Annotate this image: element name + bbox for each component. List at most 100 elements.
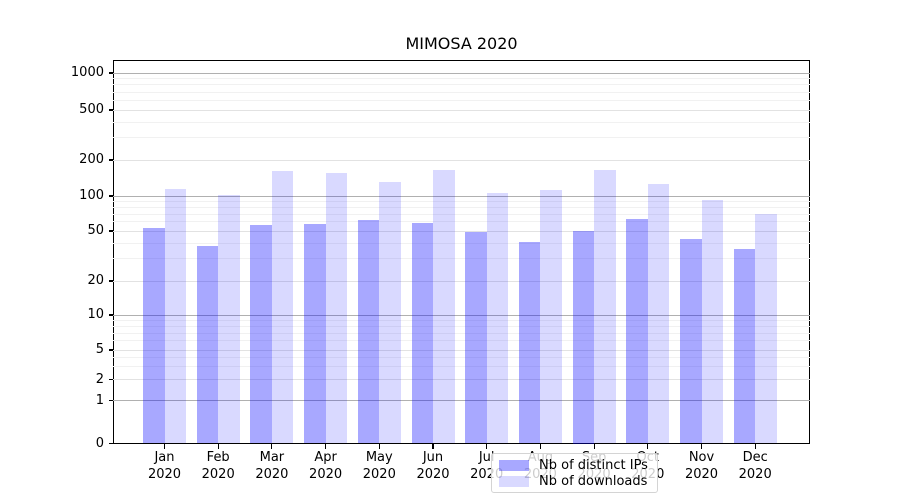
gridline xyxy=(113,314,810,316)
gridline xyxy=(113,200,810,202)
bar-distinct-ips-jul xyxy=(465,232,487,444)
bar-distinct-ips-feb xyxy=(196,245,219,444)
y-tick-label: 500 xyxy=(79,102,104,117)
x-tick-label-year: 2020 xyxy=(147,466,182,482)
x-tick xyxy=(593,444,595,449)
x-tick xyxy=(486,444,488,449)
y-tick-label: 0 xyxy=(95,435,104,451)
gridline xyxy=(113,319,810,321)
chart-title: MIMOSA 2020 xyxy=(405,34,518,53)
bar-downloads-jul xyxy=(486,193,509,444)
x-tick-label: Dec 2020 xyxy=(723,450,787,483)
x-tick xyxy=(271,444,273,449)
gridline xyxy=(113,349,810,351)
gridline xyxy=(113,78,810,80)
bar-downloads-feb xyxy=(218,194,240,444)
bar-distinct-ips-may xyxy=(357,220,380,444)
x-tick-label-month: Jan xyxy=(154,450,175,465)
legend-item: Nb of downloads xyxy=(499,474,649,489)
plot-area: Nb of distinct IPs Nb of downloads xyxy=(113,60,810,493)
x-tick xyxy=(217,444,219,449)
x-tick-label-year: 2020 xyxy=(309,466,343,482)
y-tick-label: 2 xyxy=(95,371,104,387)
y-tick-label: 50 xyxy=(87,223,104,238)
bar-distinct-ips-apr xyxy=(304,224,326,444)
gridline xyxy=(113,325,810,327)
x-tick xyxy=(163,444,166,449)
gridline xyxy=(113,206,810,208)
gridline xyxy=(113,340,810,342)
x-tick-label-year: 2020 xyxy=(738,466,772,482)
x-tick xyxy=(432,444,434,449)
gridline xyxy=(113,159,810,161)
bar-distinct-ips-jan xyxy=(143,228,165,444)
x-tick-label-month: Feb xyxy=(206,450,230,465)
gridline xyxy=(113,213,810,215)
x-tick-label: Feb 2020 xyxy=(186,450,250,483)
bar-distinct-ips-aug xyxy=(518,241,541,444)
legend-label-distinct-ips: Nb of distinct IPs xyxy=(539,457,648,473)
gridline xyxy=(113,400,810,401)
legend-swatch-downloads xyxy=(499,475,529,487)
legend-label-downloads: Nb of downloads xyxy=(539,473,648,489)
bar-distinct-ips-nov xyxy=(680,239,702,444)
gridline xyxy=(113,137,810,139)
gridline xyxy=(113,258,810,260)
y-tick-label: 5 xyxy=(95,342,104,357)
x-tick-label: May 2020 xyxy=(347,450,411,483)
y-tick xyxy=(108,399,113,402)
x-tick-label-month: Jul xyxy=(478,450,495,465)
bar-downloads-apr xyxy=(325,172,348,444)
x-tick-label-year: 2020 xyxy=(362,466,396,482)
x-tick-label-year: 2020 xyxy=(255,466,289,482)
bar-downloads-sep xyxy=(594,170,616,444)
gridline xyxy=(113,72,810,74)
x-tick-label: Nov 2020 xyxy=(670,450,734,483)
x-tick-label: Mar 2020 xyxy=(240,450,304,483)
y-tick xyxy=(108,72,113,74)
gridline xyxy=(113,91,810,93)
x-tick-label-year: 2020 xyxy=(201,466,235,482)
gridline xyxy=(113,121,810,123)
legend: Nb of distinct IPs Nb of downloads xyxy=(491,453,658,493)
gridline xyxy=(113,221,810,223)
x-tick-label-month: Nov xyxy=(688,450,715,465)
x-tick xyxy=(325,444,327,449)
legend-item: Nb of distinct IPs xyxy=(499,458,649,473)
bar-downloads-jun xyxy=(433,169,455,444)
y-tick xyxy=(108,159,113,161)
y-tick xyxy=(108,442,113,445)
gridline xyxy=(113,230,810,232)
gridline xyxy=(113,332,810,334)
y-tick-label: 1 xyxy=(95,392,104,408)
x-tick-label: Jun 2020 xyxy=(401,450,465,483)
bar-downloads-oct xyxy=(647,183,670,444)
x-tick xyxy=(754,444,756,449)
bar-distinct-ips-mar xyxy=(250,225,272,444)
x-tick xyxy=(647,444,649,449)
bar-downloads-dec xyxy=(755,214,777,444)
y-tick-label: 1000 xyxy=(70,65,104,80)
bar-distinct-ips-dec xyxy=(733,248,756,444)
x-tick xyxy=(378,444,380,449)
bar-downloads-may xyxy=(379,181,401,444)
y-tick xyxy=(108,280,113,282)
gridline xyxy=(113,365,810,367)
legend-swatch-distinct-ips xyxy=(499,459,529,471)
y-tick xyxy=(108,349,113,351)
x-tick-label-month: Dec xyxy=(742,450,768,465)
bar-downloads-aug xyxy=(540,190,562,444)
bar-distinct-ips-sep xyxy=(572,231,595,444)
bar-downloads-jan xyxy=(164,188,186,444)
y-tick xyxy=(108,230,113,232)
gridline xyxy=(113,280,810,282)
x-tick-label-year: 2020 xyxy=(684,466,719,482)
y-tick-label: 10 xyxy=(87,307,104,322)
gridline xyxy=(113,84,810,86)
x-tick-label-month: Jun xyxy=(422,450,444,465)
x-tick-label-year: 2020 xyxy=(416,466,450,482)
bars-layer xyxy=(113,60,810,444)
x-tick-label: Apr 2020 xyxy=(294,450,358,483)
y-tick xyxy=(108,378,113,381)
y-tick xyxy=(108,314,113,316)
